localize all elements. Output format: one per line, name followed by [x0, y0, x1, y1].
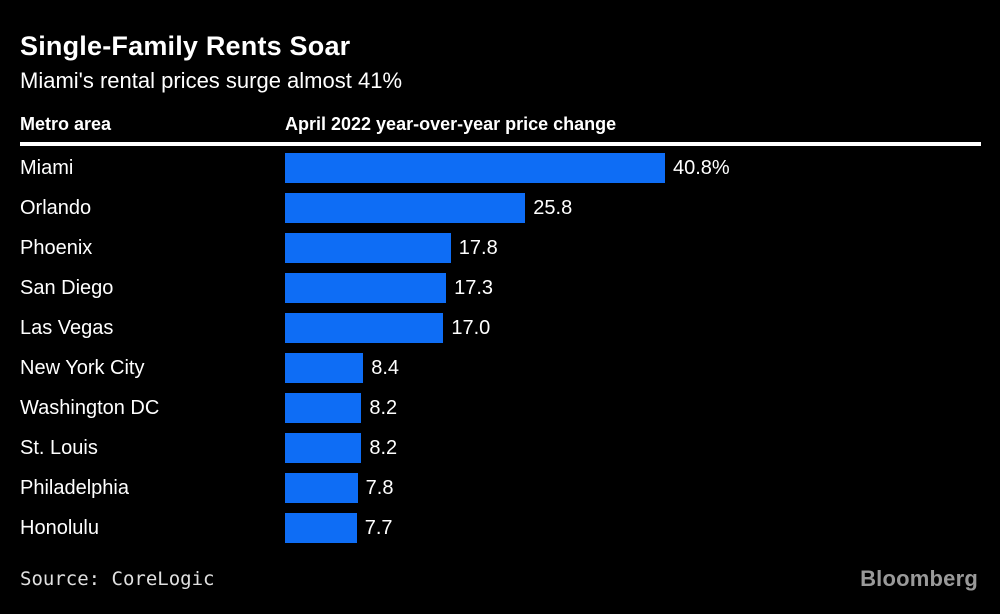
bar-chart-rows: Miami 40.8% Orlando 25.8 Phoenix 17.8 San Dieg…	[0, 148, 1000, 548]
bar	[285, 313, 444, 343]
value-label: 40.8%	[673, 156, 730, 179]
chart-subtitle: Miami's rental prices surge almost 41%	[20, 68, 403, 93]
bar-area: 7.8	[285, 468, 1000, 508]
metro-label: Philadelphia	[20, 476, 129, 499]
bar	[285, 473, 358, 503]
metro-label: Orlando	[20, 196, 92, 219]
bar	[285, 153, 665, 183]
metro-label: St. Louis	[20, 436, 98, 459]
bar-area: 17.8	[285, 228, 1000, 268]
bar-area: 8.2	[285, 388, 1000, 428]
value-label: 8.4	[371, 356, 400, 379]
value-label: 7.7	[364, 516, 393, 539]
bar	[285, 513, 357, 543]
column-headers: Metro area April 2022 year-over-year pri…	[0, 112, 1000, 136]
chart-header: Single-Family Rents Soar Miami's rental …	[0, 0, 1000, 96]
header-rule	[20, 142, 981, 146]
bar-area: 17.0	[285, 308, 1000, 348]
bar-area: 7.7	[285, 508, 1000, 548]
bar	[285, 273, 447, 303]
chart-footer: Source: CoreLogic Bloomberg	[0, 566, 1000, 592]
metro-label: New York City	[20, 356, 145, 379]
bar-row: Philadelphia 7.8	[0, 468, 1000, 508]
bar-area: 17.3	[285, 268, 1000, 308]
bar-row: St. Louis 8.2	[0, 428, 1000, 468]
bar-area: 25.8	[285, 188, 1000, 228]
value-label: 17.3	[454, 276, 494, 299]
metro-label: San Diego	[20, 276, 114, 299]
column-header-metro: Metro area	[20, 114, 112, 134]
value-label: 17.0	[451, 316, 491, 339]
source-label: Source: CoreLogic	[20, 568, 215, 590]
value-label: 25.8	[533, 196, 573, 219]
value-label: 8.2	[369, 396, 398, 419]
value-label: 8.2	[369, 436, 398, 459]
metro-label: Washington DC	[20, 396, 160, 419]
metro-label: Honolulu	[20, 516, 99, 539]
value-label: 7.8	[365, 476, 394, 499]
bloomberg-logo: Bloomberg	[860, 566, 978, 591]
bar	[285, 353, 364, 383]
bar-row: Orlando 25.8	[0, 188, 1000, 228]
bar	[285, 433, 362, 463]
bar-row: Phoenix 17.8	[0, 228, 1000, 268]
bar-row: Miami 40.8%	[0, 148, 1000, 188]
bar-area: 8.4	[285, 348, 1000, 388]
bar-area: 8.2	[285, 428, 1000, 468]
metro-label: Phoenix	[20, 236, 93, 259]
value-label: 17.8	[458, 236, 498, 259]
bar-row: San Diego 17.3	[0, 268, 1000, 308]
metro-label: Miami	[20, 156, 74, 179]
bar-row: New York City 8.4	[0, 348, 1000, 388]
bar-area: 40.8%	[285, 148, 1000, 188]
column-header-price-change: April 2022 year-over-year price change	[285, 114, 617, 134]
chart-title: Single-Family Rents Soar	[20, 31, 351, 61]
bar	[285, 193, 526, 223]
bar-row: Honolulu 7.7	[0, 508, 1000, 548]
bar	[285, 233, 451, 263]
bar	[285, 393, 362, 423]
metro-label: Las Vegas	[20, 316, 114, 339]
bar-row: Las Vegas 17.0	[0, 308, 1000, 348]
bar-row: Washington DC 8.2	[0, 388, 1000, 428]
